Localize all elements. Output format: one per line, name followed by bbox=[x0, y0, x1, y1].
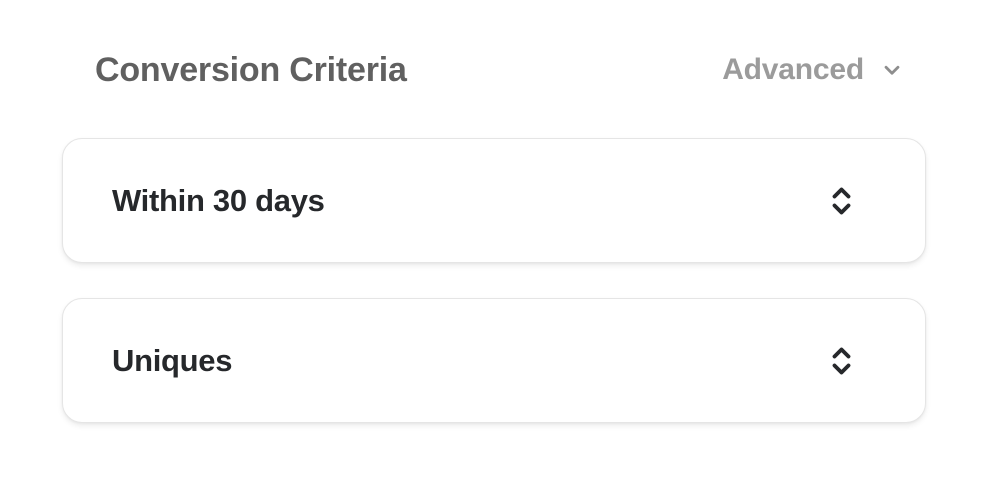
select-conversion-window-value: Within 30 days bbox=[112, 183, 325, 218]
page-title: Conversion Criteria bbox=[95, 51, 407, 89]
select-conversion-count-type[interactable]: Uniques bbox=[62, 298, 926, 423]
select-conversion-count-type-value: Uniques bbox=[112, 343, 233, 378]
unfold-more-icon bbox=[831, 346, 852, 376]
section-header: Conversion Criteria Advanced bbox=[95, 48, 905, 92]
chevron-down-icon bbox=[879, 57, 905, 83]
select-conversion-window[interactable]: Within 30 days bbox=[62, 138, 926, 263]
unfold-more-icon bbox=[831, 186, 852, 216]
advanced-toggle[interactable]: Advanced bbox=[722, 55, 905, 85]
advanced-toggle-label: Advanced bbox=[722, 53, 864, 86]
